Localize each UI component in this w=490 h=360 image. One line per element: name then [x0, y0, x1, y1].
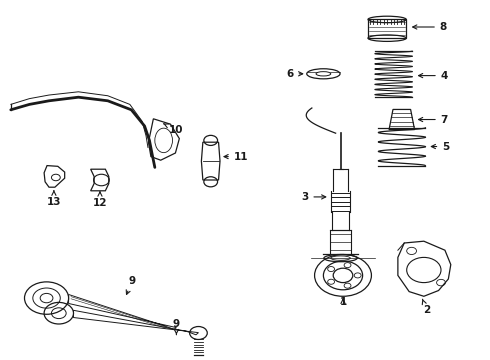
Text: 13: 13 [47, 191, 61, 207]
Text: 8: 8 [413, 22, 447, 32]
Text: 1: 1 [340, 297, 346, 307]
Text: 6: 6 [287, 69, 303, 79]
Text: 2: 2 [422, 299, 430, 315]
Text: 9: 9 [173, 319, 180, 334]
Text: 9: 9 [126, 276, 136, 294]
Text: 10: 10 [164, 124, 184, 135]
Text: 4: 4 [418, 71, 448, 81]
Text: 11: 11 [224, 152, 248, 162]
Text: 7: 7 [418, 114, 448, 125]
Text: 3: 3 [301, 192, 326, 202]
Text: 12: 12 [93, 192, 107, 208]
Text: 5: 5 [431, 141, 449, 152]
